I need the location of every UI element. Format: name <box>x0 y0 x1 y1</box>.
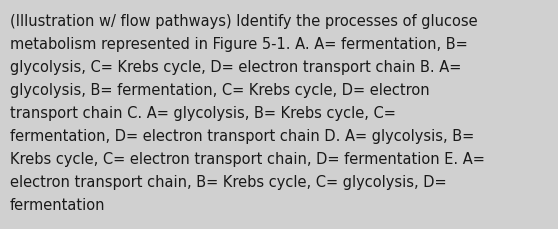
Text: glycolysis, B= fermentation, C= Krebs cycle, D= electron: glycolysis, B= fermentation, C= Krebs cy… <box>10 83 430 98</box>
Text: transport chain C. A= glycolysis, B= Krebs cycle, C=: transport chain C. A= glycolysis, B= Kre… <box>10 106 396 120</box>
Text: Krebs cycle, C= electron transport chain, D= fermentation E. A=: Krebs cycle, C= electron transport chain… <box>10 151 485 166</box>
Text: glycolysis, C= Krebs cycle, D= electron transport chain B. A=: glycolysis, C= Krebs cycle, D= electron … <box>10 60 461 75</box>
Text: fermentation: fermentation <box>10 197 105 212</box>
Text: metabolism represented in Figure 5-1. A. A= fermentation, B=: metabolism represented in Figure 5-1. A.… <box>10 37 468 52</box>
Text: fermentation, D= electron transport chain D. A= glycolysis, B=: fermentation, D= electron transport chai… <box>10 128 474 143</box>
Text: electron transport chain, B= Krebs cycle, C= glycolysis, D=: electron transport chain, B= Krebs cycle… <box>10 174 446 189</box>
Text: (Illustration w/ flow pathways) Identify the processes of glucose: (Illustration w/ flow pathways) Identify… <box>10 14 478 29</box>
